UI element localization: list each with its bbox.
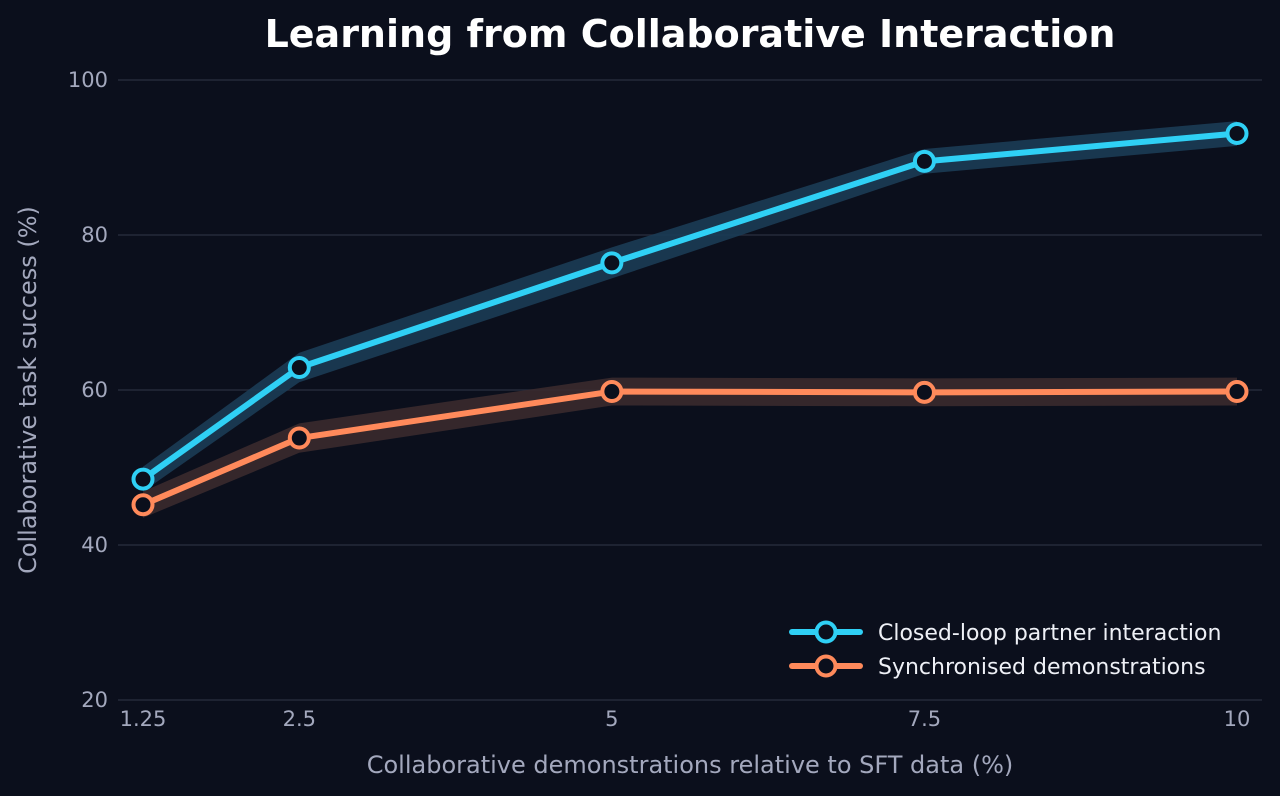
data-point [600, 251, 624, 275]
data-point [600, 380, 624, 404]
x-tick-label: 1.25 [120, 707, 167, 731]
data-point [912, 149, 936, 173]
x-axis-ticks: 1.25 2.5 5 7.5 10 [120, 707, 1251, 731]
x-axis-label: Collaborative demonstrations relative to… [367, 751, 1014, 779]
x-tick-label: 7.5 [908, 707, 941, 731]
y-tick-label: 60 [81, 378, 108, 402]
legend-swatch-marker [814, 654, 838, 678]
y-tick-label: 40 [81, 533, 108, 557]
x-tick-label: 5 [605, 707, 618, 731]
legend-label: Synchronised demonstrations [878, 655, 1206, 680]
chart-title: Learning from Collaborative Interaction [265, 12, 1116, 56]
data-points [131, 121, 1249, 517]
data-point [131, 467, 155, 491]
data-point [1225, 380, 1249, 404]
y-tick-label: 20 [81, 688, 108, 712]
legend-label: Closed-loop partner interaction [878, 621, 1221, 646]
data-point [287, 356, 311, 380]
x-tick-label: 2.5 [283, 707, 316, 731]
confidence-band-1 [143, 377, 1237, 518]
data-point [1225, 121, 1249, 145]
data-point [912, 380, 936, 404]
legend-swatch-marker [814, 620, 838, 644]
y-axis-label: Collaborative task success (%) [14, 206, 42, 574]
x-tick-label: 10 [1224, 707, 1251, 731]
y-axis-ticks: 20 40 60 80 100 [68, 68, 108, 712]
legend: Closed-loop partner interaction Synchroni… [789, 620, 1221, 680]
confidence-bands [143, 121, 1237, 518]
data-point [131, 493, 155, 517]
data-point [287, 426, 311, 450]
y-tick-label: 100 [68, 68, 108, 92]
y-tick-label: 80 [81, 223, 108, 247]
